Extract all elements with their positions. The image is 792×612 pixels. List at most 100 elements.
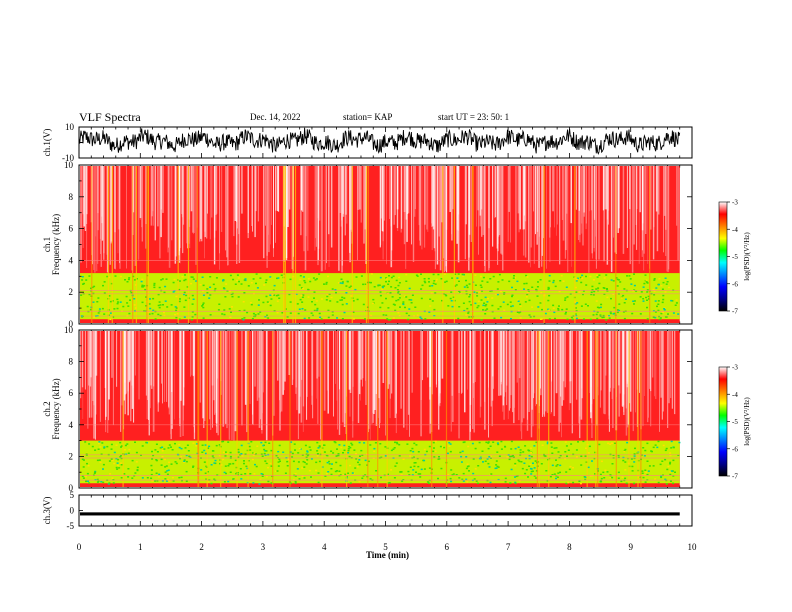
low-band-speckle — [471, 442, 474, 445]
low-band-speckle — [163, 448, 166, 450]
low-band-speckle — [320, 298, 323, 300]
spectrogram-streak — [339, 166, 342, 213]
low-band-speckle — [402, 303, 405, 306]
low-band-speckle — [530, 455, 533, 458]
low-band-speckle — [646, 318, 649, 320]
low-band-speckle — [107, 483, 110, 485]
low-band-speckle — [394, 309, 397, 312]
spectrogram-streak — [619, 331, 621, 394]
start-time-label: start UT = 23: 50: 1 — [438, 112, 510, 122]
spectrogram-streak — [241, 331, 243, 426]
low-band-speckle — [394, 465, 397, 467]
low-band-speckle — [286, 465, 289, 467]
low-band-speckle — [174, 442, 176, 445]
low-band-speckle — [326, 294, 329, 296]
low-band-speckle — [246, 311, 249, 314]
low-band-speckle — [454, 285, 457, 287]
low-band-speckle — [557, 307, 560, 310]
low-band-speckle — [458, 279, 460, 282]
ch2-ytick-label: 6 — [69, 388, 74, 398]
spectrogram-streak — [305, 166, 307, 237]
low-band-speckle — [188, 455, 191, 458]
low-band-speckle — [319, 453, 322, 456]
low-band-speckle — [229, 316, 232, 318]
spectrogram-streak — [630, 331, 632, 412]
spectrogram-streak — [666, 166, 668, 272]
low-band-speckle — [127, 452, 130, 454]
low-band-speckle — [517, 300, 520, 302]
spectrogram-streak — [132, 166, 135, 213]
low-band-speckle — [466, 463, 469, 465]
low-band-speckle — [114, 275, 117, 277]
low-band-speckle — [456, 277, 459, 279]
low-band-speckle — [496, 451, 499, 453]
low-band-speckle — [484, 309, 487, 311]
low-band-speckle — [128, 277, 131, 279]
low-band-speckle — [435, 278, 438, 281]
low-band-speckle — [277, 450, 280, 453]
low-band-speckle — [657, 481, 660, 484]
low-band-speckle — [307, 289, 310, 291]
spectrogram-streak — [246, 331, 248, 433]
low-band-speckle — [341, 281, 344, 283]
low-band-speckle — [355, 276, 358, 278]
low-band-speckle — [531, 306, 534, 308]
spectrogram-streak — [626, 166, 628, 248]
spectrogram-streak — [300, 166, 303, 211]
spectrogram-streak — [540, 331, 542, 396]
spectrogram-burst — [595, 331, 597, 487]
low-band-speckle — [336, 448, 338, 450]
low-band-speckle — [544, 312, 547, 315]
spectrogram-streak — [182, 331, 184, 406]
spectrogram-burst — [132, 166, 134, 323]
low-band-speckle — [580, 305, 583, 307]
low-band-speckle — [88, 443, 91, 445]
low-band-speckle — [381, 286, 384, 289]
spectrogram-streak — [676, 166, 678, 226]
spectrogram-streak — [126, 166, 127, 269]
low-band-speckle — [148, 303, 151, 305]
spectrogram-streak — [283, 166, 286, 262]
spectrogram-streak — [430, 331, 432, 377]
low-band-speckle — [153, 284, 156, 286]
spectrogram-streak — [202, 331, 204, 419]
low-band-speckle — [331, 311, 334, 313]
low-band-speckle — [327, 275, 329, 278]
spectrogram-streak — [183, 331, 185, 406]
low-band-speckle — [646, 291, 649, 293]
spectrogram-streak — [556, 166, 558, 225]
ch2-ytick-label: 8 — [69, 357, 74, 367]
low-band-speckle — [140, 280, 143, 283]
low-band-speckle — [110, 312, 112, 314]
low-band-speckle — [630, 458, 633, 460]
spectrogram-streak — [467, 331, 468, 390]
low-band-speckle — [525, 469, 528, 471]
spectrogram-streak — [387, 331, 389, 389]
low-band-speckle — [317, 481, 320, 484]
low-band-speckle — [459, 292, 462, 295]
spectrogram-burst — [649, 166, 651, 323]
low-band-speckle — [617, 454, 620, 457]
low-band-speckle — [485, 441, 488, 444]
low-band-speckle — [539, 302, 542, 304]
spectrogram-streak — [382, 331, 385, 383]
low-band-speckle — [280, 274, 283, 276]
low-band-speckle — [623, 288, 626, 290]
spectrogram-burst — [365, 166, 368, 323]
low-band-speckle — [255, 282, 257, 285]
low-band-speckle — [195, 280, 198, 282]
low-band-speckle — [560, 274, 563, 277]
low-band-speckle — [243, 460, 245, 462]
low-band-speckle — [397, 292, 400, 294]
spectrogram-burst — [536, 331, 538, 487]
spectrogram-streak — [671, 331, 673, 409]
low-band-speckle — [650, 450, 653, 452]
low-band-speckle — [151, 480, 154, 482]
low-band-speckle — [266, 301, 269, 303]
low-band-speckle — [474, 302, 477, 305]
low-band-speckle — [492, 275, 495, 278]
low-band-speckle — [166, 473, 169, 476]
low-band-speckle — [472, 458, 475, 460]
low-band-speckle — [218, 444, 221, 446]
spectrogram-streak — [99, 331, 101, 422]
